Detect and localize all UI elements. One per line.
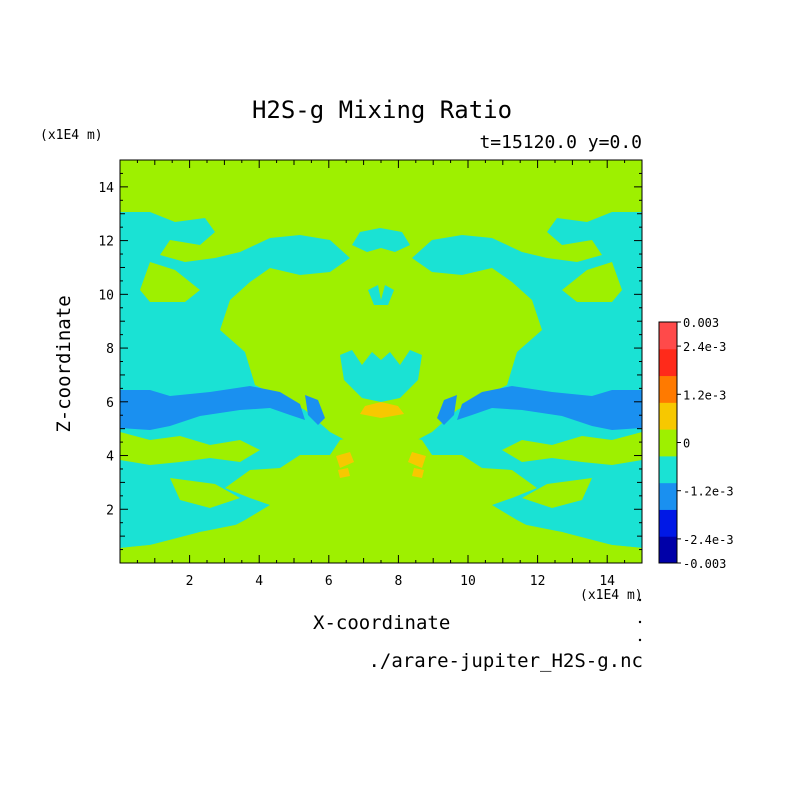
field-region-pos2-right-b: [412, 468, 424, 478]
colorbar-swatch: [659, 509, 677, 537]
colorbar-label: 2.4e-3: [683, 340, 726, 354]
colorbar-swatch: [659, 322, 677, 350]
field-region-pos2-center: [360, 402, 404, 418]
x-tick-label: 8: [394, 574, 402, 589]
y-tick-label: 2: [106, 503, 114, 518]
field-region-neg-center-small: [368, 285, 394, 305]
field-region-pos-bottom: [120, 500, 642, 563]
field-region-neg2-right-b: [437, 395, 457, 425]
y-axis-label: Z-coordinate: [53, 295, 75, 433]
field-region-neg2-left: [120, 386, 305, 430]
x-tick-label: 2: [186, 574, 194, 589]
y-tick-label: 14: [98, 181, 114, 196]
colorbar-label: 0: [683, 437, 690, 451]
colorbar-label: -0.003: [683, 557, 726, 571]
y-tick-label: 6: [106, 396, 114, 411]
colorbar-label: 1.2e-3: [683, 388, 726, 402]
x-tick-label: 4: [255, 574, 263, 589]
field-region-neg2-right: [457, 386, 642, 430]
colorbar-swatch: [659, 482, 677, 510]
field-region-pos-left-2: [140, 262, 200, 302]
chart-subtitle: t=15120.0 y=0.0: [479, 132, 642, 153]
field-region-pos-right-3: [522, 478, 592, 508]
field-region-pos2-left: [336, 452, 354, 468]
x-tick-label: 12: [530, 574, 546, 589]
field-region-pos-right-2: [562, 262, 622, 302]
x-tick-label: 6: [325, 574, 333, 589]
chart-title: H2S-g Mixing Ratio: [251, 96, 513, 124]
field-region-neg-center-mid: [340, 350, 422, 402]
y-tick-label: 4: [106, 450, 114, 465]
x-axis-label: X-coordinate: [313, 612, 451, 634]
x-tick-label: 14: [599, 574, 615, 589]
colorbar-swatch: [659, 429, 677, 457]
field-region-pos-left-3: [170, 478, 240, 508]
field-region-pos-right-1: [502, 432, 642, 465]
colorbar-swatch: [659, 536, 677, 564]
field-region-neg2-left-b: [305, 395, 325, 425]
axes: 2 4 6 8 10 12 14 2 4 6 8 10 12 14: [98, 160, 642, 642]
colorbar-swatch: [659, 455, 677, 484]
field-region-pos-left-1: [120, 432, 260, 465]
source-filename: ./arare-jupiter_H2S-g.nc: [368, 650, 643, 672]
marker-dot: [638, 620, 642, 624]
field-region-pos2-left-b: [338, 468, 350, 478]
y-tick-label: 12: [98, 235, 114, 250]
field-region-pos2-right: [408, 452, 426, 468]
marker-dot: [638, 638, 642, 642]
heatmap-field: [120, 160, 642, 563]
colorbar-label: -1.2e-3: [683, 485, 734, 499]
colorbar-swatch: [659, 348, 677, 377]
colorbar-swatch: [659, 402, 677, 430]
colorbar-label: 0.003: [683, 316, 719, 330]
marker-dot: [638, 598, 642, 602]
x-axis-unit: (x1E4 m): [580, 588, 643, 603]
colorbar-label: -2.4e-3: [683, 533, 734, 547]
y-tick-label: 10: [98, 288, 114, 303]
colorbar-swatch: [659, 375, 677, 403]
x-tick-label: 10: [460, 574, 476, 589]
colorbar: 0.003 2.4e-3 1.2e-3 0 -1.2e-3 -2.4e-3 -0.003: [658, 316, 734, 571]
z-axis-unit: (x1E4 m): [40, 128, 103, 143]
y-tick-label: 8: [106, 342, 114, 357]
field-region-neg-center-top: [352, 228, 410, 252]
